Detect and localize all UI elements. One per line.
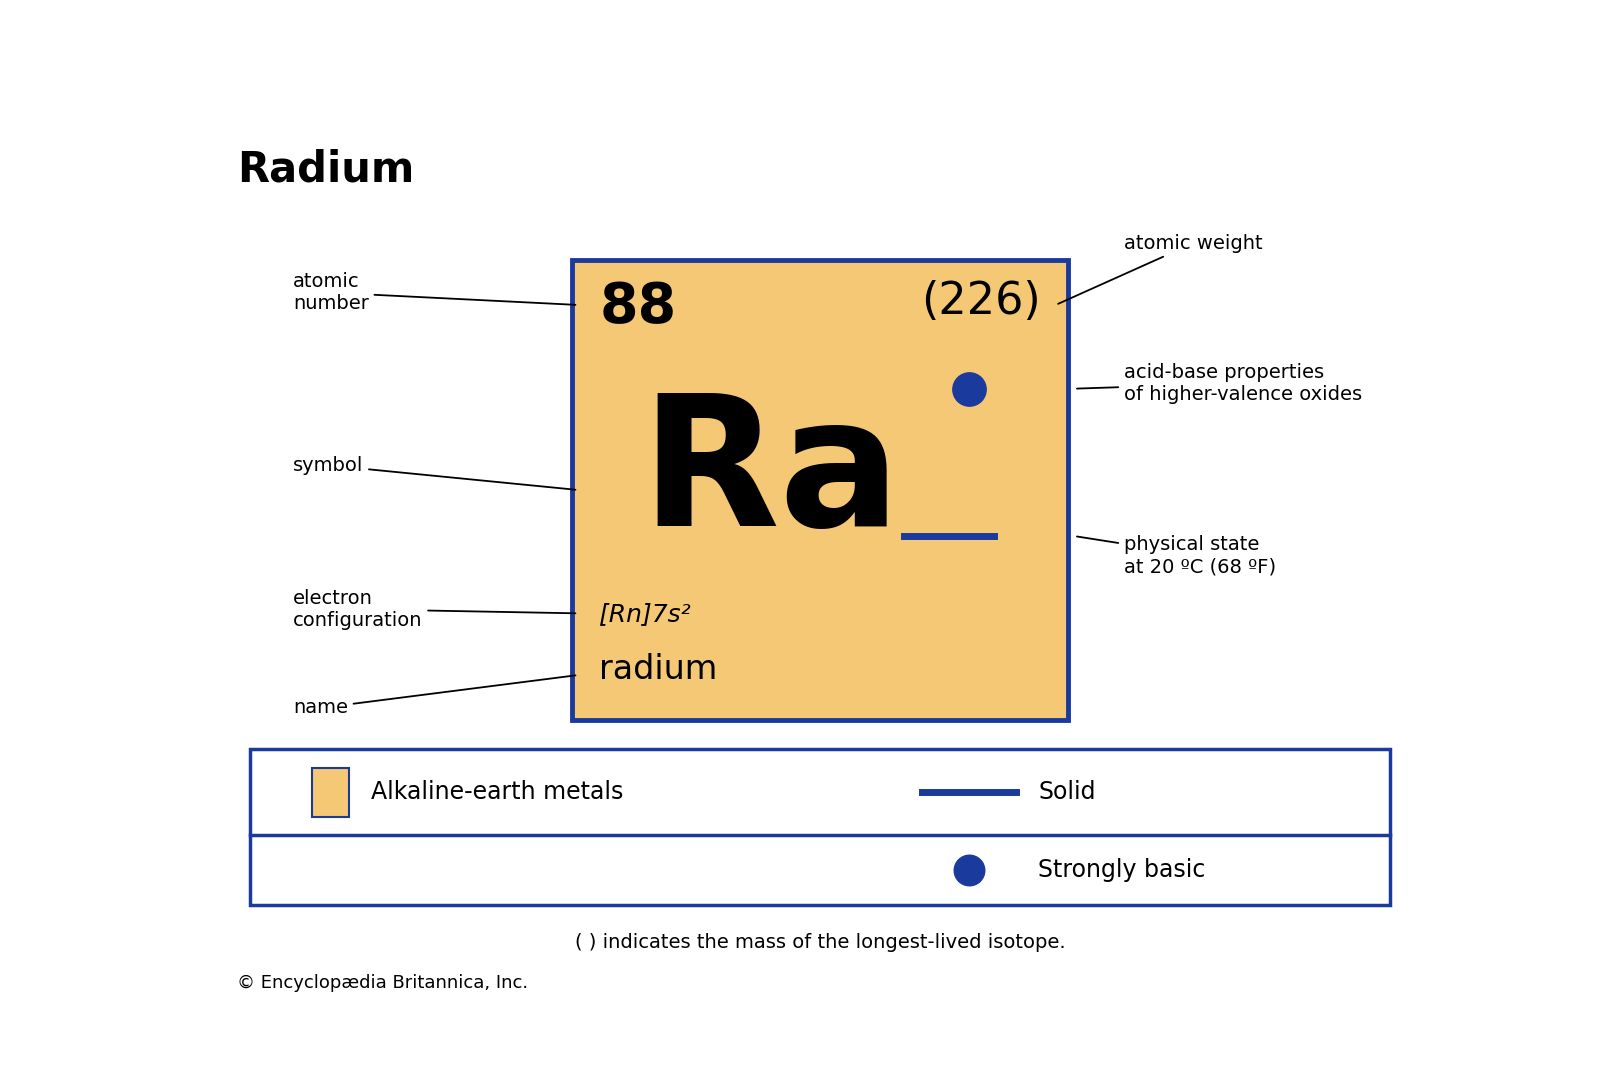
Text: Alkaline-earth metals: Alkaline-earth metals [371,781,624,804]
Text: Radium: Radium [237,148,414,191]
Text: (226): (226) [922,280,1040,324]
Text: name: name [293,675,576,718]
Text: Ra: Ra [640,388,901,564]
Text: physical state
at 20 ºC (68 ºF): physical state at 20 ºC (68 ºF) [1077,535,1275,577]
Bar [573,260,1069,720]
Text: atomic
number: atomic number [293,272,576,313]
Text: © Encyclopædia Britannica, Inc.: © Encyclopædia Britannica, Inc. [237,974,528,992]
Text: Solid: Solid [1038,781,1096,804]
Text: [Rn]7s²: [Rn]7s² [600,601,691,626]
Text: electron
configuration: electron configuration [293,588,576,630]
Text: symbol: symbol [293,456,576,490]
Bar [250,749,1390,906]
Text: radium: radium [600,653,718,686]
Text: atomic weight: atomic weight [1058,234,1262,303]
Text: acid-base properties
of higher-valence oxides: acid-base properties of higher-valence o… [1077,363,1362,404]
Text: 88: 88 [600,280,677,334]
Text: Strongly basic: Strongly basic [1038,859,1206,882]
Text: ( ) indicates the mass of the longest-lived isotope.: ( ) indicates the mass of the longest-li… [574,932,1066,952]
Bar [312,768,349,817]
